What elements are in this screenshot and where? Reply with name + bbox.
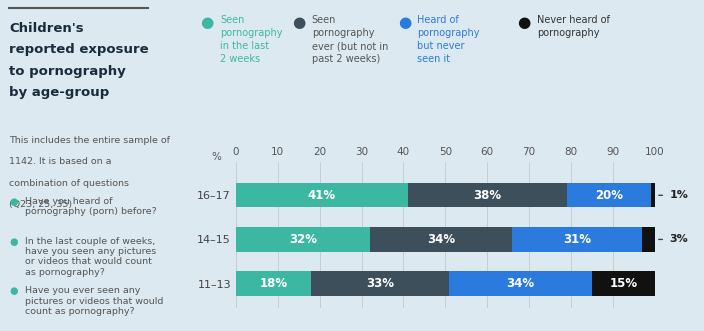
Text: reported exposure: reported exposure — [9, 43, 149, 56]
Bar — [236, 183, 408, 208]
Text: Have you ever seen any
pictures or videos that would
count as pornography?: Have you ever seen any pictures or video… — [25, 286, 163, 316]
Text: This includes the entire sample of: This includes the entire sample of — [9, 136, 170, 145]
Bar — [592, 271, 655, 296]
Text: ●: ● — [517, 15, 531, 30]
Text: 41%: 41% — [308, 189, 336, 202]
Bar — [513, 227, 642, 252]
Text: %: % — [211, 152, 221, 162]
Text: 38%: 38% — [473, 189, 501, 202]
Bar — [370, 227, 513, 252]
Text: In the last couple of weeks,
have you seen any pictures
or videos that would cou: In the last couple of weeks, have you se… — [25, 237, 156, 277]
Text: Never heard of
pornography: Never heard of pornography — [537, 15, 610, 38]
Text: 31%: 31% — [563, 233, 591, 246]
Text: 3%: 3% — [670, 234, 688, 244]
Text: 33%: 33% — [366, 277, 394, 290]
Text: ●: ● — [9, 197, 18, 207]
Text: Seen
pornography
in the last
2 weeks: Seen pornography in the last 2 weeks — [220, 15, 283, 65]
Text: combination of questions: combination of questions — [9, 179, 129, 188]
Text: ●: ● — [398, 15, 411, 30]
Text: Seen
pornography
ever (but not in
past 2 weeks): Seen pornography ever (but not in past 2… — [312, 15, 388, 65]
Text: 20%: 20% — [595, 189, 622, 202]
Text: 18%: 18% — [260, 277, 288, 290]
Text: to pornography: to pornography — [9, 65, 126, 77]
Bar — [567, 183, 650, 208]
Bar — [449, 271, 592, 296]
Text: Children's: Children's — [9, 22, 84, 34]
Bar — [236, 271, 311, 296]
Text: Have you heard of
pornography (porn) before?: Have you heard of pornography (porn) bef… — [25, 197, 156, 216]
Text: ●: ● — [9, 237, 18, 247]
Bar — [311, 271, 449, 296]
Text: ●: ● — [9, 286, 18, 296]
Text: 1%: 1% — [670, 190, 689, 200]
Bar — [408, 183, 567, 208]
Text: 34%: 34% — [507, 277, 535, 290]
Text: 32%: 32% — [289, 233, 317, 246]
Text: by age-group: by age-group — [9, 86, 109, 99]
Text: 1142. It is based on a: 1142. It is based on a — [9, 157, 112, 166]
Text: Heard of
pornography
but never
seen it: Heard of pornography but never seen it — [417, 15, 480, 65]
Bar — [236, 227, 370, 252]
Text: ●: ● — [201, 15, 214, 30]
Text: ●: ● — [292, 15, 306, 30]
Text: 15%: 15% — [609, 277, 637, 290]
Bar — [650, 183, 655, 208]
Bar — [642, 227, 655, 252]
Text: (Q23, 25, 35): (Q23, 25, 35) — [9, 200, 73, 209]
Text: 34%: 34% — [427, 233, 455, 246]
